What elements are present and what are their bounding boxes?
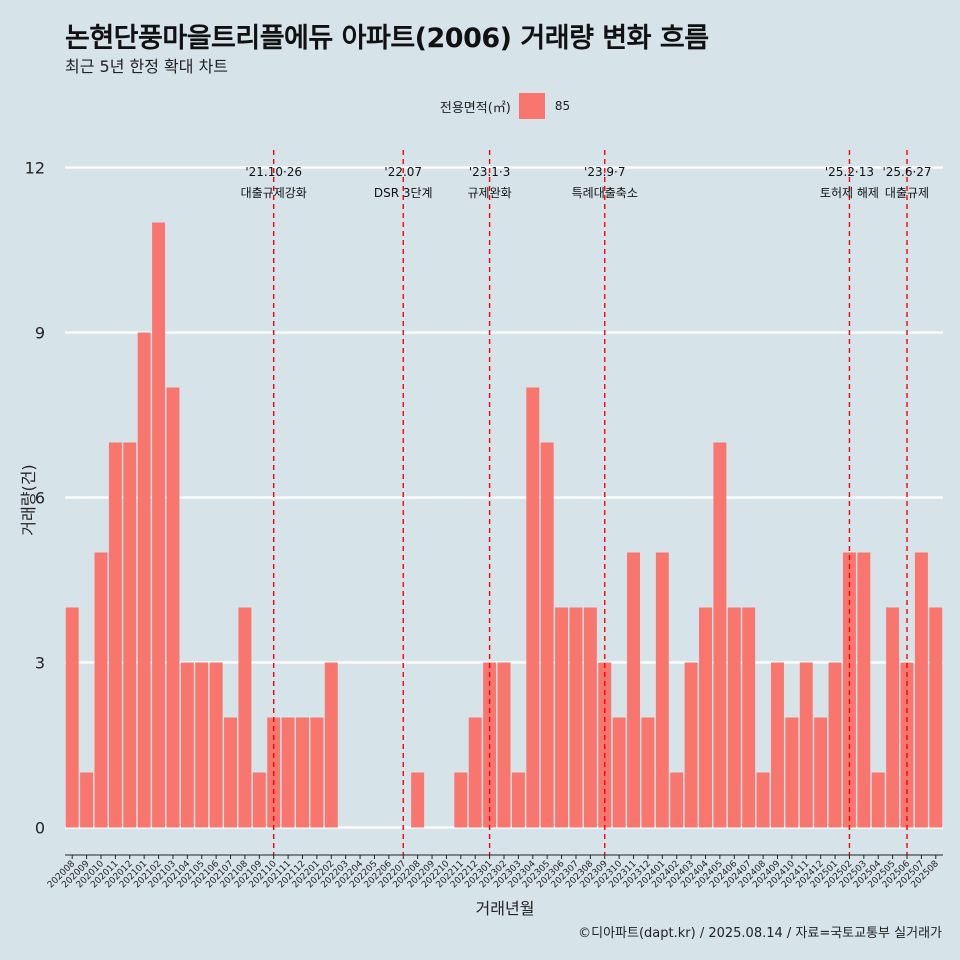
bar-202501 [828, 662, 842, 828]
bar-202504 [871, 772, 885, 828]
bars [65, 222, 943, 828]
bar-202011 [108, 442, 122, 828]
event-date: '22.07 [384, 165, 422, 179]
bar-202008 [65, 607, 79, 828]
event-date: '25.6·27 [882, 165, 931, 179]
y-tick-label: 6 [35, 489, 45, 508]
bar-202109 [252, 772, 266, 828]
chart-subtitle: 최근 5년 한정 확대 차트 [65, 57, 229, 76]
bar-202401 [655, 552, 669, 828]
bar-202307 [569, 607, 583, 828]
bar-202312 [641, 717, 655, 828]
bar-202311 [627, 552, 641, 828]
event-annotations: '21.10·26 대출규제강화 '22.07 DSR 3단계 '23.1·3 규제완화 '… [241, 165, 932, 200]
bar-202012 [123, 442, 137, 828]
event-label: 대출규제 [885, 186, 929, 200]
bar-202412 [814, 717, 828, 828]
caption: ©디아파트(dapt.kr) / 2025.08.14 / 자료=국토교통부 실… [578, 926, 942, 941]
legend-swatch [518, 93, 545, 119]
bar-202211 [454, 772, 468, 828]
bar-202106 [209, 662, 223, 828]
event-date: '23.9·7 [584, 165, 625, 179]
chart-title: 논현단풍마을트리플에듀 아파트(2006) 거래량 변화 흐름 [65, 23, 709, 54]
bar-202104 [180, 662, 194, 828]
bar-202302 [497, 662, 511, 828]
y-tick-label: 9 [35, 324, 45, 343]
legend-label: 85 [554, 99, 571, 113]
bar-202212 [468, 717, 482, 828]
legend-title: 전용면적(㎡) [439, 100, 511, 116]
bar-202105 [195, 662, 209, 828]
bar-202009 [80, 772, 94, 828]
y-tick-label: 3 [35, 654, 45, 673]
bar-202406 [727, 607, 741, 828]
bar-202304 [526, 387, 540, 828]
y-tick-label: 12 [25, 159, 45, 178]
bar-202404 [699, 607, 712, 828]
event-label: 대출규제강화 [241, 186, 307, 200]
bar-202306 [555, 607, 569, 828]
bar-202303 [511, 772, 525, 828]
bar-202103 [166, 387, 180, 828]
bar-202308 [583, 607, 597, 828]
bar-202111 [281, 717, 295, 828]
bar-202108 [238, 607, 252, 828]
bar-202408 [756, 772, 770, 828]
event-label: 규제완화 [468, 186, 512, 200]
bar-202010 [94, 552, 108, 828]
x-axis-title: 거래년월 [476, 899, 535, 918]
bar-202407 [742, 607, 756, 828]
bar-202402 [670, 772, 684, 828]
bar-202201 [310, 717, 324, 828]
x-axis: 2020082020092020102020112020122021012021… [46, 854, 943, 890]
bar-202202 [324, 662, 338, 828]
bar-202410 [785, 717, 799, 828]
bar-202503 [857, 552, 871, 828]
event-label: 토허제 해제 [820, 186, 879, 200]
bar-202403 [684, 662, 698, 828]
bar-202107 [224, 717, 238, 828]
bar-202310 [612, 717, 626, 828]
bar-202507 [914, 552, 928, 828]
event-label: DSR 3단계 [374, 186, 433, 200]
y-tick-label: 0 [35, 819, 45, 838]
event-label: 특례대출축소 [572, 186, 638, 200]
legend: 전용면적(㎡) 85 [0, 93, 960, 119]
event-date: '23.1·3 [469, 165, 510, 179]
bar-202208 [411, 772, 425, 828]
bar-202102 [152, 222, 166, 828]
event-lines [273, 150, 908, 855]
event-date: '21.10·26 [245, 165, 302, 179]
bar-202505 [886, 607, 900, 828]
bar-202409 [770, 662, 784, 828]
y-axis-title: 거래량(건) [19, 464, 38, 535]
bar-202411 [799, 662, 813, 828]
y-axis-ticks: 0 3 6 9 12 [25, 159, 45, 838]
bar-202101 [137, 332, 151, 828]
bar-202112 [296, 717, 309, 828]
bar-202305 [540, 442, 554, 828]
bar-202508 [929, 607, 943, 828]
event-date: '25.2·13 [825, 165, 874, 179]
bar-202405 [713, 442, 727, 828]
